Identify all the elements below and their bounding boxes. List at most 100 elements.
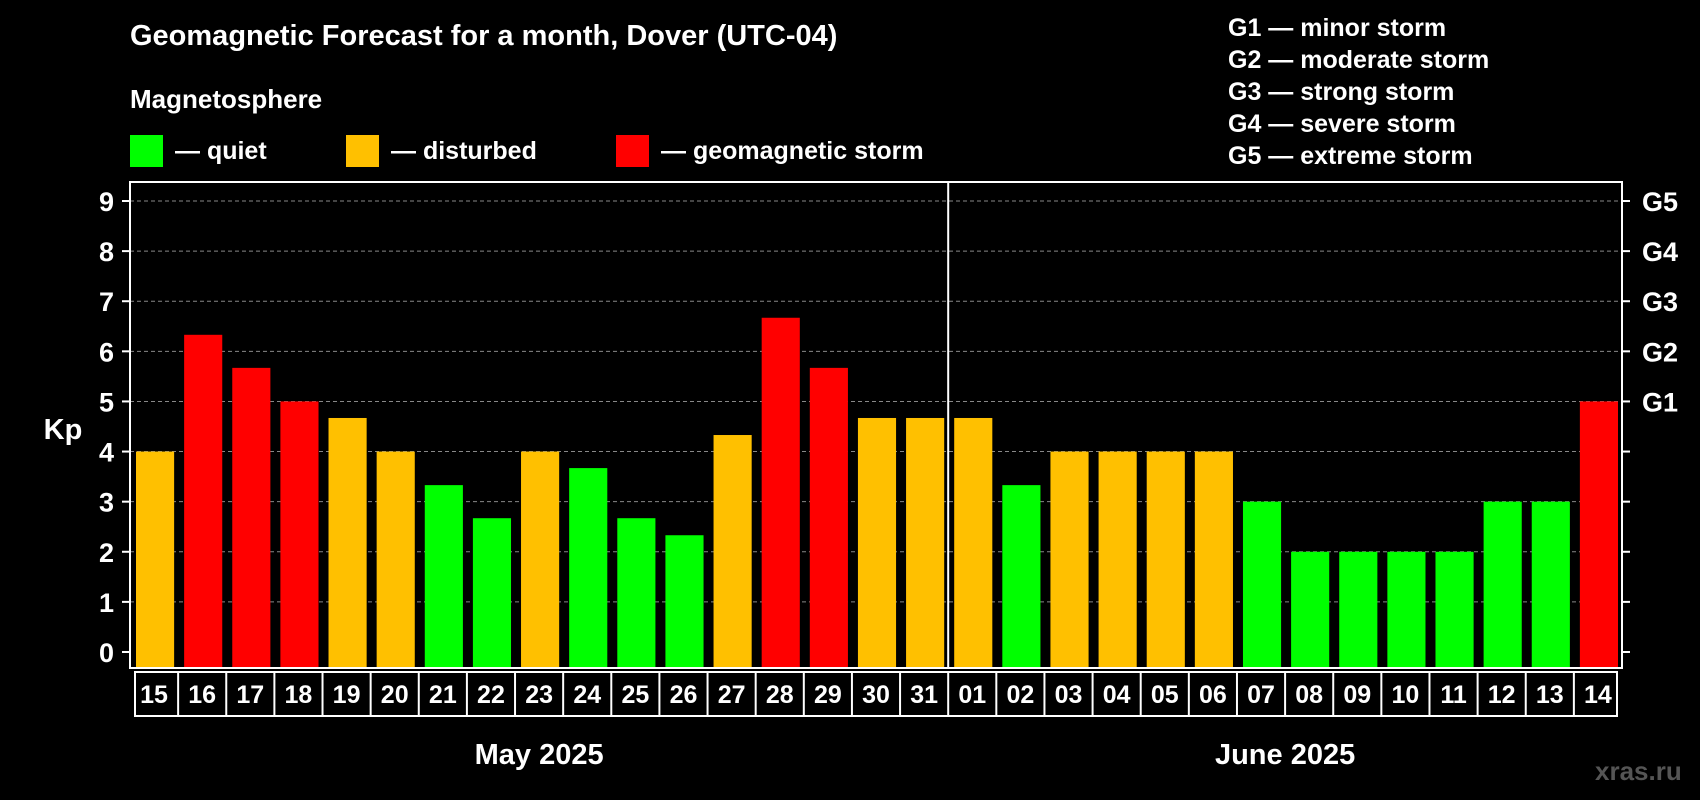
day-label-may-26: 26 [670,681,698,709]
y-axis-title: Kp [44,414,83,446]
day-label-may-25: 25 [621,681,649,709]
storm-scale-g4: G4 — severe storm [1228,110,1456,138]
storm-scale-g1: G1 — minor storm [1228,14,1447,42]
day-label-june-09: 09 [1343,681,1371,709]
bar-day-06 [1194,451,1233,668]
day-label-may-31: 31 [910,681,938,709]
legend-label-disturbed: — disturbed [391,136,537,165]
y-tick-label-6: 6 [99,337,114,367]
bar-day-30 [857,417,897,668]
bar-day-15 [136,451,175,668]
day-label-may-15: 15 [140,681,168,709]
day-label-may-17: 17 [236,681,264,709]
legend-quiet: — quiet [130,135,267,167]
y-tick-label-1: 1 [99,588,114,618]
day-label-may-23: 23 [525,681,553,709]
day-label-may-22: 22 [477,681,505,709]
bar-day-24 [569,468,608,668]
y-tick-label-3: 3 [99,488,114,518]
day-label-may-29: 29 [814,681,842,709]
day-label-may-24: 24 [573,681,601,709]
month-label-0: May 2025 [475,739,604,771]
bar-day-08 [1291,551,1330,668]
day-label-june-10: 10 [1392,681,1420,709]
bar-day-16 [184,334,223,668]
day-label-june-07: 07 [1247,681,1275,709]
g-level-label-g5: G5 [1642,187,1678,217]
y-tick-label-7: 7 [99,287,114,317]
bar-day-03 [1050,451,1089,668]
y-tick-label-9: 9 [99,187,114,217]
bar-day-18 [280,401,319,668]
day-label-may-21: 21 [429,681,457,709]
legend-label-storm: — geomagnetic storm [661,136,924,165]
bar-day-31 [906,417,945,668]
day-label-june-03: 03 [1055,681,1083,709]
day-label-may-19: 19 [333,681,361,709]
g-level-label-g3: G3 [1642,287,1678,317]
bar-day-07 [1242,501,1282,668]
day-label-june-01: 01 [958,681,986,709]
y-tick-label-4: 4 [99,438,114,468]
legend-subtitle: Magnetosphere [130,84,323,114]
bar-day-12 [1483,501,1522,668]
bar-day-11 [1435,551,1474,668]
bar-day-29 [809,367,848,668]
month-label-1: June 2025 [1215,739,1355,771]
day-label-june-12: 12 [1488,681,1516,709]
bar-day-23 [521,451,560,668]
legend-swatch-storm [616,135,649,167]
day-label-may-20: 20 [381,681,409,709]
storm-scale-g3: G3 — strong storm [1228,78,1455,106]
day-label-may-28: 28 [766,681,794,709]
day-label-june-02: 02 [1006,681,1034,709]
bar-day-28 [761,317,800,668]
legend-swatch-quiet [130,135,163,167]
bar-day-20 [376,451,415,668]
bar-day-04 [1098,451,1137,668]
bar-day-22 [472,518,512,668]
day-label-june-04: 04 [1103,681,1131,709]
g-level-label-g1: G1 [1642,387,1678,417]
y-tick-label-8: 8 [99,237,114,267]
day-label-may-27: 27 [718,681,746,709]
day-label-june-13: 13 [1536,681,1564,709]
day-label-may-30: 30 [862,681,890,709]
bar-day-10 [1387,551,1426,668]
bar-day-19 [328,417,367,668]
bar-day-17 [232,367,271,668]
day-label-may-16: 16 [188,681,216,709]
day-label-june-11: 11 [1440,681,1467,709]
day-label-june-05: 05 [1151,681,1179,709]
legend-storm: — geomagnetic storm [616,135,924,167]
legend-disturbed: — disturbed [346,135,537,167]
bar-day-01 [954,417,993,668]
plot-frame [129,181,1623,669]
y-tick-label-5: 5 [99,387,114,417]
bar-day-14 [1579,401,1618,668]
bar-day-05 [1146,451,1185,668]
bar-day-13 [1531,501,1570,668]
y-tick-label-0: 0 [99,638,114,668]
y-tick-label-2: 2 [99,538,114,568]
day-label-june-06: 06 [1199,681,1227,709]
g-level-label-g4: G4 [1642,237,1678,267]
g-level-label-g2: G2 [1642,337,1678,367]
day-label-june-08: 08 [1295,681,1323,709]
legend-label-quiet: — quiet [175,136,267,165]
watermark: xras.ru [1595,756,1682,786]
bar-day-25 [617,518,656,668]
chart-title: Geomagnetic Forecast for a month, Dover … [130,20,838,52]
storm-scale-legend: G1 — minor storm G2 — moderate storm G3 … [1228,12,1489,172]
bar-day-02 [1002,485,1041,668]
day-label-row [134,671,1618,717]
day-label-may-18: 18 [285,681,313,709]
storm-scale-g2: G2 — moderate storm [1228,46,1490,74]
bar-day-27 [713,435,752,668]
bar-day-09 [1339,551,1378,668]
storm-scale-g5: G5 — extreme storm [1228,142,1473,170]
legend-swatch-disturbed [346,135,379,167]
day-label-june-14: 14 [1584,681,1612,709]
bar-day-26 [665,535,704,668]
